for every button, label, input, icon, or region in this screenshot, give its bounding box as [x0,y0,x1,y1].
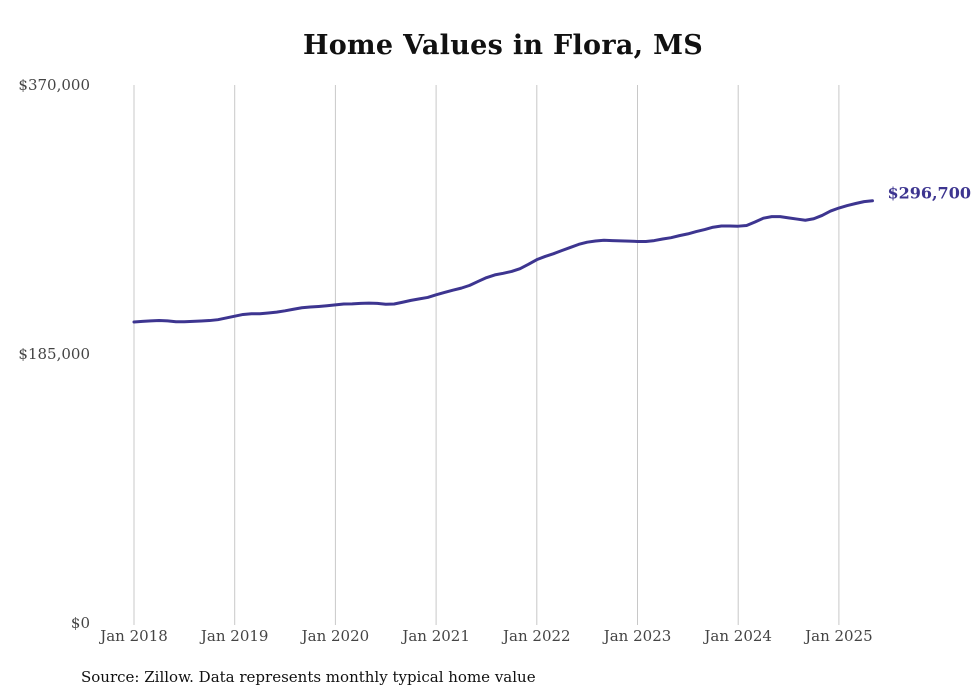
latest-value-label: $296,700 [887,184,971,203]
chart-title: Home Values in Flora, MS [302,30,704,61]
x-tick-label: Jan 2024 [702,627,772,645]
x-tick-label: Jan 2018 [98,627,168,645]
y-tick-label: $0 [71,614,90,632]
x-tick-label: Jan 2023 [602,627,672,645]
x-tick-label: Jan 2019 [199,627,269,645]
y-tick-label: $185,000 [18,345,90,363]
vertical-gridlines [133,85,840,625]
source-note: Source: Zillow. Data represents monthly … [81,668,536,686]
x-axis-tick-labels: Jan 2018 Jan 2019 Jan 2020 Jan 2021 Jan 2022… [98,627,872,645]
x-tick-label: Jan 2022 [501,627,571,645]
home-value-line [132,199,874,324]
y-tick-label: $370,000 [18,76,90,94]
y-axis-tick-labels: $0 $185,000 $370,000 [18,76,90,632]
x-tick-label: Jan 2021 [400,627,470,645]
x-tick-label: Jan 2025 [803,627,873,645]
x-tick-label: Jan 2020 [300,627,370,645]
